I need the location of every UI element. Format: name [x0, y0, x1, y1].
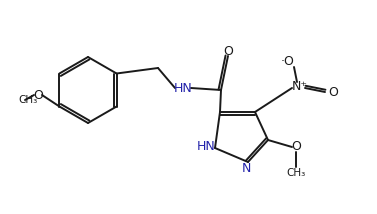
Text: ·O: ·O: [281, 55, 295, 67]
Text: N⁺: N⁺: [292, 79, 308, 92]
Text: CH₃: CH₃: [18, 95, 37, 105]
Text: HN: HN: [174, 82, 192, 95]
Text: N: N: [241, 162, 251, 174]
Text: O: O: [328, 86, 338, 98]
Text: CH₃: CH₃: [287, 168, 306, 178]
Text: HN: HN: [197, 140, 215, 153]
Text: O: O: [223, 45, 233, 58]
Text: O: O: [291, 141, 301, 153]
Text: O: O: [33, 89, 43, 101]
